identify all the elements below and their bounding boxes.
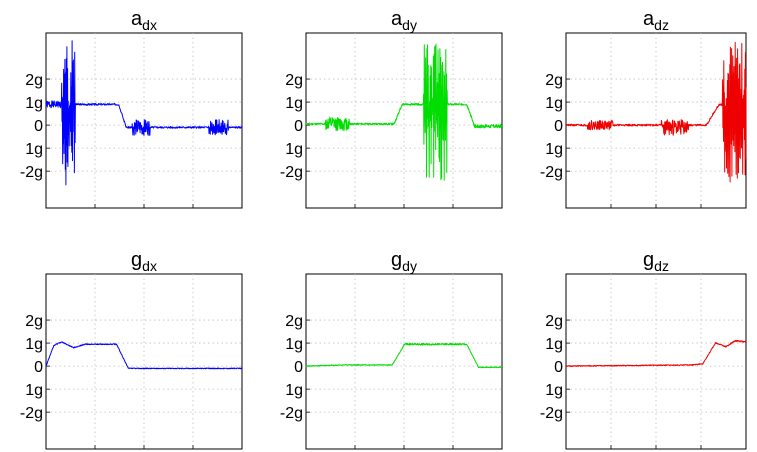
y-tick-label: 2g [545,313,563,330]
signal-trace-ady [305,43,503,181]
subplot-title-main: g [131,249,142,271]
y-tick-label: 1g [285,95,303,112]
signal-trace-adz [565,41,747,183]
subplot-title-subscript: dx [142,258,157,274]
y-tick-label: 0 [34,359,43,376]
subplot-title-subscript: dz [654,17,669,33]
y-tick-label: -2g [20,164,43,181]
y-tick-label: -2g [20,405,43,422]
y-tick-label: 2g [545,72,563,89]
subplot-title: gdy [391,249,417,274]
plot-area-frame [565,32,747,209]
plot-area-frame [305,273,503,450]
y-tick-label: 2g [285,313,303,330]
y-tick-label: 1g [545,336,563,353]
y-tick-label: -2g [540,405,563,422]
y-tick-label: 1g [545,141,563,158]
plot-area-frame [45,273,243,450]
y-tick-label: 1g [285,382,303,399]
signal-trace-gdy [305,342,503,369]
y-tick-label: 1g [25,141,43,158]
subplot-title-main: g [643,249,654,271]
subplot-title-subscript: dz [654,258,669,274]
y-tick-label: 0 [294,359,303,376]
y-tick-label: 1g [285,141,303,158]
y-tick-label: 1g [25,336,43,353]
subplot-title: ady [391,8,417,33]
subplot-gdx: gdx 2g 1g 0 1g -2g [20,249,243,450]
subplot-ady: ady 2g 1g 0 1g -2g [280,8,503,209]
subplot-title-subscript: dy [402,17,417,33]
y-tick-label: 1g [25,382,43,399]
y-tick-label: 0 [554,359,563,376]
subplot-title-main: a [391,8,403,30]
y-tick-label: 1g [25,95,43,112]
y-tick-label: 2g [25,313,43,330]
subplot-title-main: g [391,249,402,271]
signal-trace-gdz [565,339,747,367]
signal-trace-adx [45,40,243,186]
subplot-title: gdz [643,249,669,274]
y-tick-label: 0 [294,118,303,135]
y-tick-label: -2g [280,164,303,181]
y-tick-label: -2g [280,405,303,422]
subplot-title: adz [643,8,669,33]
y-tick-label: 2g [25,72,43,89]
subplot-title: adx [131,8,157,33]
subplot-gdy: gdy 2g 1g 0 1g -2g [280,249,503,450]
y-tick-label: 1g [545,382,563,399]
y-tick-label: 1g [285,336,303,353]
subplot-gdz: gdz 2g 1g 0 1g -2g [540,249,747,450]
subplot-title-subscript: dy [402,258,417,274]
subplot-adx: adx 2g 1g 0 1g -2g [20,8,243,209]
subplot-title: gdx [131,249,157,274]
plot-area-frame [565,273,747,450]
subplot-title-subscript: dx [142,17,157,33]
y-tick-label: 0 [554,118,563,135]
y-tick-label: -2g [540,164,563,181]
y-tick-label: 0 [34,118,43,135]
subplot-title-main: a [131,8,143,30]
y-tick-label: 1g [545,95,563,112]
subplot-title-main: a [643,8,655,30]
y-tick-label: 2g [285,72,303,89]
signal-trace-gdx [45,341,243,370]
subplot-adz: adz 2g 1g 0 1g -2g [540,8,747,209]
